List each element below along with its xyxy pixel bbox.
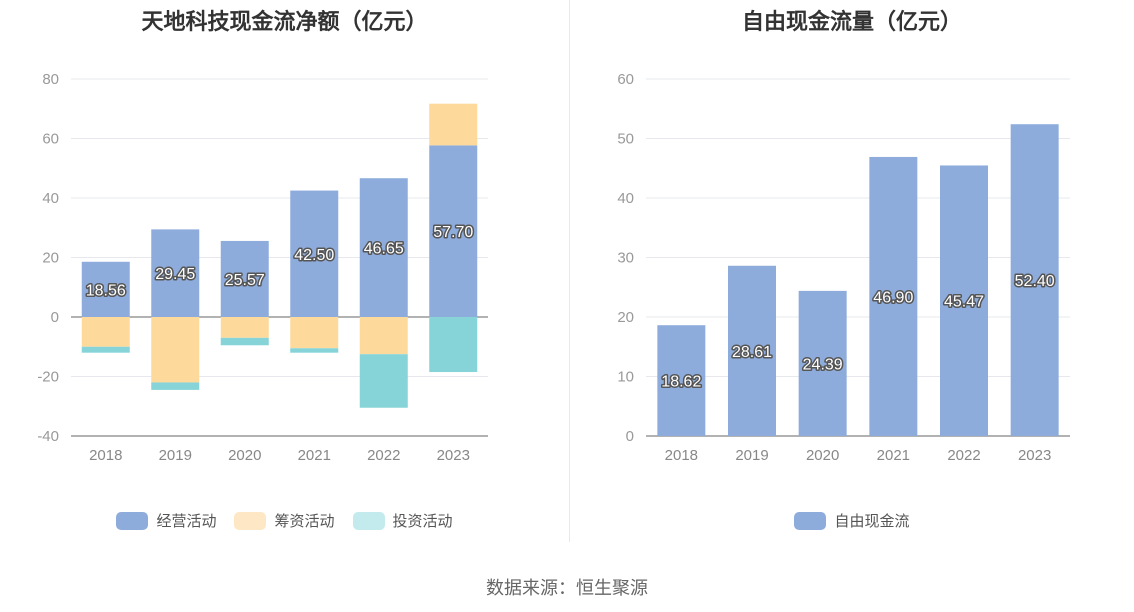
data-label: 57.70 [433, 224, 473, 241]
legend-label: 经营活动 [156, 513, 217, 530]
legend-label: 筹资活动 [274, 513, 335, 530]
legend-swatch-financing [234, 511, 267, 530]
legend-swatch-operating [116, 511, 149, 530]
y-tick-label: 0 [51, 309, 59, 326]
data-label: 45.47 [944, 294, 984, 311]
legend-item-operating[interactable]: 经营活动 [116, 510, 216, 531]
free-cash-flow-chart: 0 10 20 30 40 50 60 2018 2019 2020 2021 2022 2023 18.… [617, 71, 1070, 464]
data-label: 28.61 [732, 344, 772, 361]
x-tick-label: 2020 [806, 447, 839, 464]
y-tick-label: 50 [617, 131, 634, 148]
bar-1 [81, 261, 130, 317]
bar-2 [220, 317, 269, 338]
y-tick-label: 80 [42, 71, 59, 88]
legend-label: 投资活动 [392, 513, 453, 530]
y-tick-label: 30 [617, 250, 634, 267]
free-cash-flow-chart-panel: 自由现金流量（亿元） 0 10 20 30 40 50 60 2018 2019 2020 2021… [570, 0, 1134, 560]
bar-2 [429, 103, 478, 146]
data-label: 18.62 [661, 374, 701, 391]
legend-item-financing[interactable]: 筹资活动 [234, 510, 335, 531]
x-tick-label: 2018 [665, 447, 698, 464]
y-tick-label: 60 [42, 131, 59, 148]
bar-3 [429, 317, 478, 373]
data-label: 46.90 [873, 289, 913, 306]
bar-1 [359, 178, 408, 317]
bar-1 [940, 165, 988, 437]
legend-swatch-free-cash-flow [794, 511, 827, 530]
bar-2 [359, 317, 408, 355]
data-label: 42.50 [294, 247, 334, 264]
y-tick-label: 20 [42, 250, 59, 267]
cash-flow-chart: -40 -20 0 20 40 60 80 2018 2019 2020 2021 2022 2023 1… [37, 71, 488, 464]
data-label: 52.40 [1015, 273, 1055, 290]
bar-1 [728, 265, 776, 436]
chart-legend: 经营活动 筹资活动 投资活动 [0, 510, 569, 531]
x-tick-label: 2021 [298, 447, 331, 464]
x-tick-label: 2022 [947, 447, 980, 464]
y-tick-label: 20 [617, 309, 634, 326]
bar-2 [290, 317, 339, 349]
bar-2 [81, 317, 130, 347]
y-tick-label: 60 [617, 71, 634, 88]
cash-flow-chart-panel: 天地科技现金流净额（亿元） -40 -20 0 20 40 60 80 2018 2019 202… [0, 0, 569, 560]
y-tick-label: 0 [626, 428, 634, 445]
bar-2 [151, 317, 200, 383]
legend-item-investing[interactable]: 投资活动 [352, 510, 453, 531]
legend-item-free-cash-flow[interactable]: 自由现金流 [794, 510, 910, 531]
bar-3 [290, 348, 339, 353]
bar-3 [220, 337, 269, 346]
data-source: 数据来源：恒生聚源 [486, 578, 648, 598]
y-tick-label: 40 [42, 190, 59, 207]
data-label: 29.45 [155, 266, 195, 283]
bar-1 [869, 156, 918, 436]
y-tick-label: 40 [617, 190, 634, 207]
bar-1 [798, 290, 847, 436]
bar-1 [1010, 124, 1059, 436]
bar-3 [151, 382, 200, 390]
x-tick-label: 2021 [877, 447, 910, 464]
bar-3 [81, 346, 130, 353]
panel-divider [569, 0, 570, 542]
bar-1 [429, 145, 478, 317]
y-tick-label: 10 [617, 369, 634, 386]
bar-1 [657, 325, 706, 436]
y-tick-label: -20 [37, 369, 59, 386]
x-tick-label: 2019 [735, 447, 768, 464]
bar-1 [290, 190, 339, 317]
bar-3 [359, 354, 408, 408]
data-label: 25.57 [225, 272, 265, 289]
bar-1 [151, 229, 200, 317]
x-tick-label: 2022 [367, 447, 400, 464]
chart-legend: 自由现金流 [570, 510, 1134, 531]
x-tick-label: 2023 [1018, 447, 1051, 464]
data-label: 24.39 [803, 356, 843, 373]
y-tick-label: -40 [37, 428, 59, 445]
x-tick-label: 2018 [89, 447, 122, 464]
data-label: 46.65 [364, 241, 404, 258]
chart-title: 天地科技现金流净额（亿元） [141, 9, 428, 34]
chart-title: 自由现金流量（亿元） [741, 9, 962, 34]
legend-label: 自由现金流 [834, 513, 910, 530]
x-tick-label: 2023 [437, 447, 470, 464]
x-tick-label: 2019 [159, 447, 192, 464]
legend-swatch-investing [352, 511, 385, 530]
x-tick-label: 2020 [228, 447, 261, 464]
data-label: 18.56 [86, 282, 126, 299]
bar-1 [220, 240, 269, 317]
